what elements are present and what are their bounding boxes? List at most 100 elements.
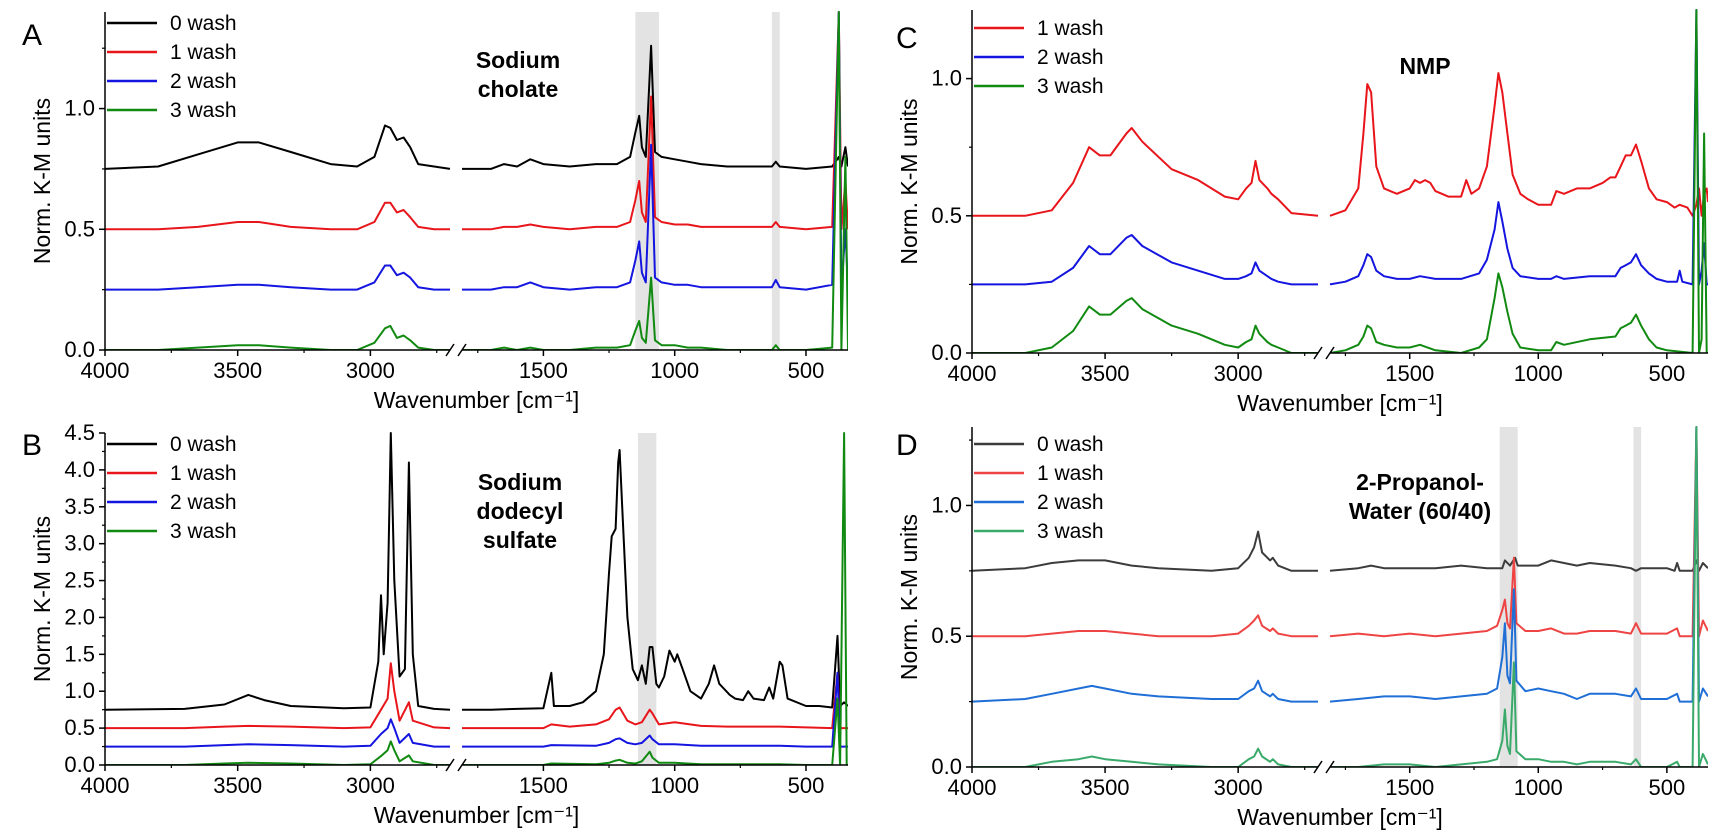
legend-label: 2 wash (170, 491, 237, 514)
x-tick-label: 500 (1648, 361, 1685, 386)
panel-b: 0.0 0.5 1.0 1.5 2.0 2.5 3.0 3.5 4.0 4.5 4000 3500 30… (22, 420, 848, 828)
series-line-2-wash-left (972, 234, 1318, 286)
plot-area (105, 11, 848, 350)
legend-label: 2 wash (1037, 46, 1104, 69)
series-line-3-wash-right (462, 11, 848, 350)
x-tick-label: 1000 (650, 358, 699, 383)
plot-area (972, 426, 1708, 767)
legend-label: 2 wash (1037, 491, 1104, 514)
series-line-3-wash-right (1330, 426, 1708, 767)
x-tick-label: 500 (788, 358, 825, 383)
x-axis-title: Wavenumber [cm⁻¹] (1237, 390, 1443, 416)
series-line-1-wash-right (1329, 72, 1708, 217)
legend-label: 3 wash (1037, 520, 1104, 543)
series-line-2-wash-right (462, 671, 848, 748)
series-line-2-wash-right (462, 11, 848, 291)
x-tick-label: 3500 (213, 358, 262, 383)
series-line-0-wash-left (105, 124, 451, 170)
x-axis-title: Wavenumber [cm⁻¹] (374, 387, 580, 413)
series-line-3-wash-left (105, 740, 450, 765)
x-tick-label: 1000 (650, 773, 699, 798)
panel-letter: B (22, 429, 42, 462)
x-tick-label: 3000 (1214, 775, 1263, 800)
solvent-annotation: dodecyl (477, 498, 564, 524)
y-tick-label: 1.0 (931, 492, 962, 517)
legend-label: 0 wash (170, 433, 237, 456)
x-tick-label: 3500 (1081, 361, 1130, 386)
series-line-1-wash-right (462, 11, 848, 231)
series-line-1-wash-left (972, 127, 1319, 217)
series-line-2-wash-right (1329, 426, 1708, 703)
y-tick-label: 1.5 (64, 641, 95, 666)
axis-break-mark (1325, 760, 1335, 774)
axis-break-mark (445, 343, 455, 357)
axes-frame (971, 427, 1708, 774)
x-tick-label: 3000 (346, 358, 395, 383)
plot-area (105, 432, 848, 765)
y-tick-label: 0.5 (931, 203, 962, 228)
series-line-0-wash-left (972, 530, 1318, 572)
y-tick-label: 0.5 (64, 216, 95, 241)
axis-break-mark (457, 758, 467, 772)
y-tick-label: 1.0 (64, 678, 95, 703)
y-tick-label: 1.0 (64, 96, 95, 121)
y-axis-title: Norm. K-M units (29, 516, 55, 682)
series-line-0-wash-right (462, 44, 848, 170)
axis-break-mark (1313, 760, 1323, 774)
series-line-2-wash-left (972, 679, 1318, 703)
series-line-3-wash-left (105, 324, 450, 350)
y-tick-label: 3.0 (64, 531, 95, 556)
x-tick-label: 4000 (948, 775, 997, 800)
axes-frame (104, 12, 848, 357)
x-tick-label: 1500 (1385, 775, 1434, 800)
x-tick-label: 4000 (81, 358, 130, 383)
legend-label: 3 wash (170, 99, 237, 122)
legend-label: 0 wash (170, 12, 237, 35)
series-line-2-wash-left (105, 264, 450, 291)
series-line-0-wash-right (1329, 556, 1708, 572)
series-line-3-wash-left (972, 297, 1318, 353)
series-line-1-wash-right (462, 671, 848, 730)
axis-break-mark (1325, 346, 1335, 360)
legend-label: 3 wash (170, 520, 237, 543)
legend-label: 0 wash (1037, 433, 1104, 456)
shaded-band-0 (637, 433, 657, 765)
solvent-annotation: cholate (478, 76, 559, 102)
x-tick-label: 1500 (519, 358, 568, 383)
legend-label: 1 wash (170, 41, 237, 64)
y-tick-label: 0.0 (64, 337, 95, 362)
solvent-annotation: NMP (1399, 53, 1450, 79)
shaded-band-1 (1633, 427, 1642, 767)
axes-frame (971, 10, 1708, 360)
y-tick-label: 3.5 (64, 494, 95, 519)
x-tick-label: 1000 (1514, 361, 1563, 386)
solvent-annotation: 2-Propanol- (1356, 469, 1484, 495)
series-line-1-wash-right (1329, 426, 1708, 638)
y-tick-label: 0.0 (64, 752, 95, 777)
y-tick-label: 0.5 (64, 715, 95, 740)
x-tick-label: 3000 (1214, 361, 1263, 386)
y-axis-title: Norm. K-M units (896, 514, 922, 680)
legend-label: 3 wash (1037, 75, 1104, 98)
x-tick-label: 3500 (1081, 775, 1130, 800)
y-tick-label: 2.0 (64, 604, 95, 629)
solvent-annotation: Sodium (476, 47, 560, 73)
x-tick-label: 3500 (213, 773, 262, 798)
shaded-band-1 (771, 12, 780, 350)
x-tick-label: 4000 (948, 361, 997, 386)
panel-a: 0.0 0.5 1.0 4000 3500 3000 1500 1000 500 Wavenumb… (22, 11, 848, 413)
series-line-0-wash-left (105, 432, 451, 711)
axis-break-mark (1313, 346, 1323, 360)
y-tick-label: 4.0 (64, 457, 95, 482)
plot-area (972, 9, 1708, 353)
panel-d: 0.0 0.5 1.0 4000 3500 3000 1500 1000 500 Wavenumb… (896, 426, 1708, 830)
y-tick-label: 4.5 (64, 420, 95, 445)
panel-letter: A (22, 19, 42, 52)
axis-break-mark (445, 758, 455, 772)
y-axis-title: Norm. K-M units (896, 98, 922, 264)
panel-letter: D (896, 429, 918, 462)
x-tick-label: 500 (1648, 775, 1685, 800)
series-line-2-wash-left (105, 718, 450, 748)
legend-label: 1 wash (1037, 462, 1104, 485)
